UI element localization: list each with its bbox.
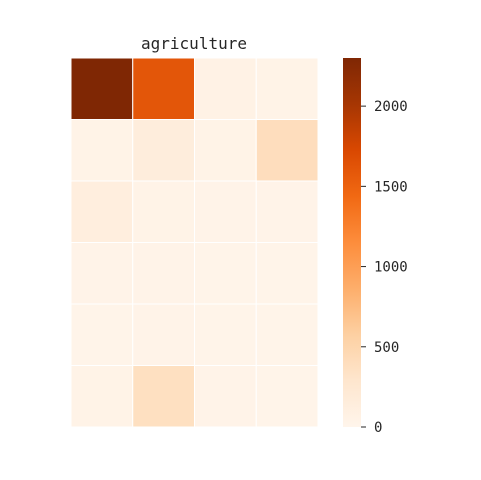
heatmap-cell (132, 242, 195, 305)
heatmap-cell (194, 242, 257, 305)
heatmap-cell (70, 242, 134, 305)
heatmap-cell (255, 242, 319, 305)
heatmap-cell (132, 303, 195, 366)
heatmap-cell (70, 57, 134, 120)
heatmap-cell (70, 180, 134, 243)
colorbar-ticks: 0 500 1000 1500 2000 (361, 99, 408, 436)
colorbar-tick-label: 0 (374, 420, 382, 436)
colorbar-tick-label: 500 (374, 340, 399, 356)
heatmap-cell (194, 119, 257, 182)
heatmap-cell (255, 180, 319, 243)
heatmap-cell (255, 303, 319, 366)
heatmap-cell (132, 57, 195, 120)
heatmap-cell (194, 303, 257, 366)
colorbar-tick-label: 1000 (374, 260, 408, 276)
heatmap-cell (194, 57, 257, 120)
heatmap-cell (194, 180, 257, 243)
colorbar (343, 58, 361, 427)
heatmap-cell (132, 365, 195, 428)
chart-title: agriculture (141, 34, 247, 53)
colorbar-tick-label: 1500 (374, 179, 408, 195)
heatmap-cell (194, 365, 257, 428)
heatmap-cell (70, 303, 134, 366)
heatmap-cell (255, 365, 319, 428)
heatmap-cell (255, 57, 319, 120)
heatmap-cell (70, 119, 134, 182)
heatmap-cell (132, 119, 195, 182)
heatmap-cell (70, 365, 134, 428)
heatmap-cell (255, 119, 319, 182)
heatmap-cell (132, 180, 195, 243)
colorbar-tick-label: 2000 (374, 99, 408, 115)
heatmap-cells (70, 57, 319, 428)
